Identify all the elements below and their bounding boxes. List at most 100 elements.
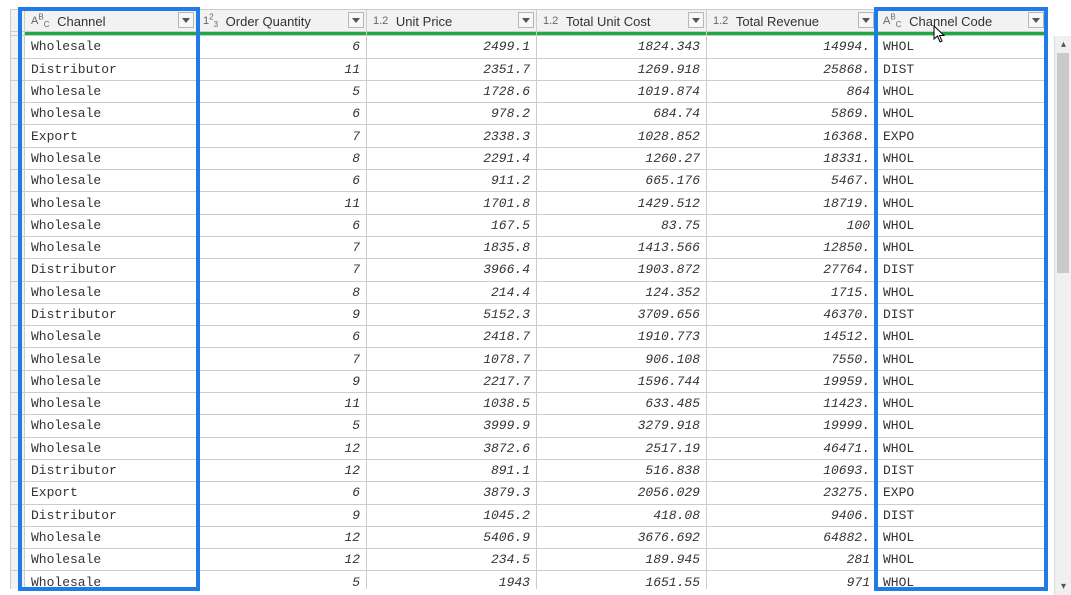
cell-channel[interactable]: Wholesale — [25, 103, 197, 125]
cell-code[interactable]: DIST — [877, 303, 1047, 325]
table-row[interactable]: Wholesale62418.71910.77314512.WHOL — [11, 326, 1047, 348]
row-number-header[interactable] — [11, 10, 25, 32]
cell-cost[interactable]: 418.08 — [537, 504, 707, 526]
table-row[interactable]: Wholesale8214.4124.3521715.WHOL — [11, 281, 1047, 303]
cell-price[interactable]: 5152.3 — [367, 303, 537, 325]
cell-price[interactable]: 2351.7 — [367, 58, 537, 80]
table-row[interactable]: Wholesale71835.81413.56612850.WHOL — [11, 236, 1047, 258]
cell-code[interactable]: DIST — [877, 259, 1047, 281]
row-number-cell[interactable] — [11, 170, 25, 192]
cell-channel[interactable]: Wholesale — [25, 571, 197, 589]
cell-rev[interactable]: 19999. — [707, 415, 877, 437]
row-number-cell[interactable] — [11, 103, 25, 125]
cell-qty[interactable]: 6 — [197, 36, 367, 58]
cell-code[interactable]: WHOL — [877, 348, 1047, 370]
column-header-total-unit-cost[interactable]: 1.2 Total Unit Cost — [537, 10, 707, 32]
cell-code[interactable]: WHOL — [877, 281, 1047, 303]
cell-code[interactable]: WHOL — [877, 170, 1047, 192]
cell-cost[interactable]: 1824.343 — [537, 36, 707, 58]
table-row[interactable]: Wholesale12234.5189.945281WHOL — [11, 549, 1047, 571]
cell-price[interactable]: 214.4 — [367, 281, 537, 303]
cell-qty[interactable]: 9 — [197, 504, 367, 526]
cell-cost[interactable]: 1028.852 — [537, 125, 707, 147]
cell-qty[interactable]: 6 — [197, 170, 367, 192]
cell-channel[interactable]: Distributor — [25, 58, 197, 80]
cell-cost[interactable]: 516.838 — [537, 459, 707, 481]
cell-qty[interactable]: 9 — [197, 303, 367, 325]
cell-price[interactable]: 1701.8 — [367, 192, 537, 214]
row-number-cell[interactable] — [11, 236, 25, 258]
cell-cost[interactable]: 684.74 — [537, 103, 707, 125]
cell-cost[interactable]: 1910.773 — [537, 326, 707, 348]
table-row[interactable]: Wholesale6911.2665.1765467.WHOL — [11, 170, 1047, 192]
cell-rev[interactable]: 14512. — [707, 326, 877, 348]
cell-qty[interactable]: 6 — [197, 326, 367, 348]
cell-price[interactable]: 3872.6 — [367, 437, 537, 459]
row-number-cell[interactable] — [11, 281, 25, 303]
row-number-cell[interactable] — [11, 526, 25, 548]
row-number-cell[interactable] — [11, 415, 25, 437]
cell-qty[interactable]: 9 — [197, 370, 367, 392]
cell-rev[interactable]: 18719. — [707, 192, 877, 214]
table-row[interactable]: Wholesale111038.5633.48511423.WHOL — [11, 393, 1047, 415]
cell-code[interactable]: WHOL — [877, 370, 1047, 392]
row-number-cell[interactable] — [11, 125, 25, 147]
cell-cost[interactable]: 1413.566 — [537, 236, 707, 258]
cell-rev[interactable]: 9406. — [707, 504, 877, 526]
row-number-cell[interactable] — [11, 214, 25, 236]
row-number-cell[interactable] — [11, 370, 25, 392]
cell-qty[interactable]: 5 — [197, 571, 367, 589]
cell-price[interactable]: 891.1 — [367, 459, 537, 481]
cell-price[interactable]: 3879.3 — [367, 482, 537, 504]
cell-code[interactable]: DIST — [877, 459, 1047, 481]
cell-rev[interactable]: 14994. — [707, 36, 877, 58]
cell-qty[interactable]: 6 — [197, 214, 367, 236]
scroll-down-icon[interactable]: ▾ — [1055, 578, 1071, 595]
cell-channel[interactable]: Wholesale — [25, 526, 197, 548]
cell-price[interactable]: 2418.7 — [367, 326, 537, 348]
cell-code[interactable]: WHOL — [877, 415, 1047, 437]
cell-qty[interactable]: 12 — [197, 437, 367, 459]
table-row[interactable]: Wholesale519431651.55971WHOL — [11, 571, 1047, 589]
cell-price[interactable]: 5406.9 — [367, 526, 537, 548]
table-row[interactable]: Wholesale51728.61019.874864WHOL — [11, 80, 1047, 102]
vertical-scrollbar[interactable]: ▴ ▾ — [1054, 36, 1071, 595]
cell-price[interactable]: 1078.7 — [367, 348, 537, 370]
cell-rev[interactable]: 46471. — [707, 437, 877, 459]
cell-channel[interactable]: Wholesale — [25, 236, 197, 258]
cell-cost[interactable]: 83.75 — [537, 214, 707, 236]
cell-cost[interactable]: 1019.874 — [537, 80, 707, 102]
row-number-cell[interactable] — [11, 482, 25, 504]
cell-cost[interactable]: 3279.918 — [537, 415, 707, 437]
cell-qty[interactable]: 12 — [197, 526, 367, 548]
cell-code[interactable]: WHOL — [877, 526, 1047, 548]
cell-code[interactable]: EXPO — [877, 125, 1047, 147]
cell-rev[interactable]: 16368. — [707, 125, 877, 147]
cell-rev[interactable]: 5869. — [707, 103, 877, 125]
cell-channel[interactable]: Wholesale — [25, 370, 197, 392]
table-row[interactable]: Distributor95152.33709.65646370.DIST — [11, 303, 1047, 325]
cell-rev[interactable]: 19959. — [707, 370, 877, 392]
row-number-cell[interactable] — [11, 326, 25, 348]
cell-price[interactable]: 1943 — [367, 571, 537, 589]
cell-qty[interactable]: 11 — [197, 192, 367, 214]
cell-channel[interactable]: Distributor — [25, 303, 197, 325]
cell-channel[interactable]: Export — [25, 482, 197, 504]
cell-code[interactable]: WHOL — [877, 80, 1047, 102]
cell-code[interactable]: WHOL — [877, 36, 1047, 58]
table-row[interactable]: Wholesale123872.62517.1946471.WHOL — [11, 437, 1047, 459]
column-header-channel-code[interactable]: ABC Channel Code — [877, 10, 1047, 32]
cell-code[interactable]: WHOL — [877, 214, 1047, 236]
cell-price[interactable]: 1835.8 — [367, 236, 537, 258]
cell-rev[interactable]: 64882. — [707, 526, 877, 548]
cell-channel[interactable]: Wholesale — [25, 393, 197, 415]
cell-channel[interactable]: Distributor — [25, 504, 197, 526]
cell-rev[interactable]: 1715. — [707, 281, 877, 303]
cell-channel[interactable]: Wholesale — [25, 192, 197, 214]
cell-cost[interactable]: 906.108 — [537, 348, 707, 370]
cell-cost[interactable]: 1903.872 — [537, 259, 707, 281]
row-number-cell[interactable] — [11, 192, 25, 214]
cell-price[interactable]: 234.5 — [367, 549, 537, 571]
cell-price[interactable]: 2338.3 — [367, 125, 537, 147]
cell-qty[interactable]: 6 — [197, 482, 367, 504]
